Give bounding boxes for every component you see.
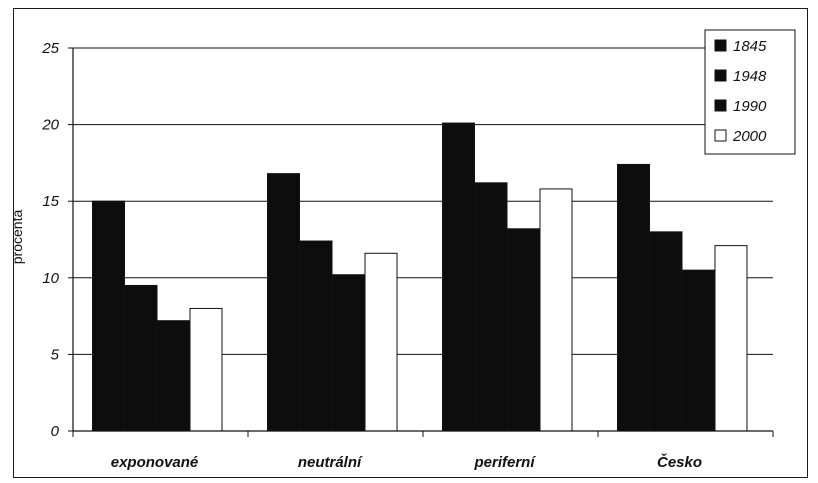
y-tick-label: 10: [42, 270, 59, 287]
bar-2000-0: [189, 307, 223, 432]
legend: 1845 1948 1990 2000: [704, 29, 796, 155]
legend-swatch: [714, 39, 727, 52]
legend-label: 1948: [733, 68, 767, 85]
y-tick-label: 20: [41, 117, 59, 134]
legend-swatch: [714, 129, 727, 142]
category-label: periferní: [473, 454, 536, 471]
bar-1990-0: [157, 320, 190, 432]
bar-2000-3: [714, 245, 748, 432]
axes: [68, 47, 774, 437]
bar-1845-1: [267, 173, 300, 432]
y-axis-title: procenta: [9, 210, 25, 265]
y-tick-label: 25: [41, 40, 59, 57]
bar-2000-1: [364, 252, 398, 432]
category-label: Česko: [657, 453, 702, 471]
legend-swatch: [714, 69, 727, 82]
bar-1948-1: [299, 240, 333, 432]
bar-1990-1: [332, 274, 365, 432]
bar-1990-3: [682, 269, 715, 432]
y-tick-labels: 0 5 10 15 20 25: [41, 40, 59, 440]
category-label: exponované: [111, 454, 199, 471]
bars: [92, 122, 748, 432]
legend-label: 1990: [733, 98, 767, 115]
bar-1845-3: [617, 163, 650, 432]
bar-1845-0: [92, 200, 125, 432]
bar-1948-3: [649, 231, 683, 432]
y-tick-label: 5: [51, 346, 60, 363]
x-category-labels: exponované neutrální periferní Česko: [111, 453, 702, 471]
bar-1948-2: [474, 182, 508, 432]
legend-label: 1845: [733, 38, 767, 55]
legend-label: 2000: [732, 128, 767, 145]
y-tick-label: 15: [42, 193, 59, 210]
bar-1948-0: [124, 284, 158, 432]
bar-1845-2: [442, 122, 475, 432]
legend-swatch: [714, 99, 727, 112]
bar-1990-2: [507, 228, 540, 432]
y-tick-label: 0: [51, 423, 60, 440]
bar-2000-2: [539, 188, 573, 432]
category-label: neutrální: [298, 454, 363, 471]
